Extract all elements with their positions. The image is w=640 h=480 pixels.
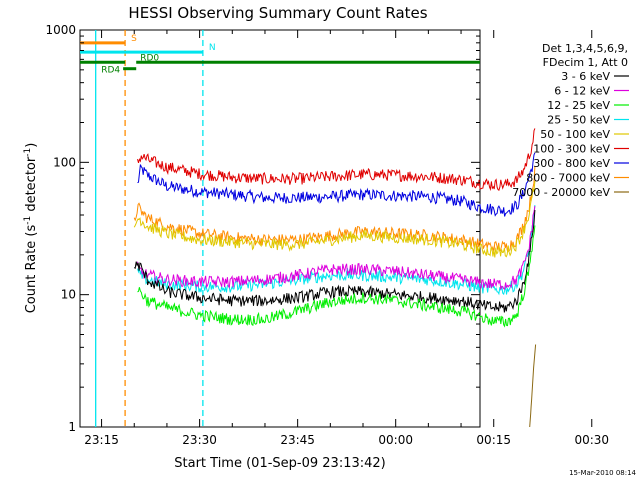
legend-label-6-12-kev: 6 - 12 keV	[554, 85, 610, 98]
y-axis-label-mid: detector	[24, 156, 39, 216]
y-axis-label: Count Rate (s-1 detector-1)	[23, 143, 39, 314]
status-label-rd0: RD0	[140, 53, 159, 63]
x-tick-label: 00:30	[574, 433, 609, 447]
plot-area: S N RD0 RD4	[79, 29, 537, 428]
y-tick-label: 10	[61, 288, 76, 302]
plot-frame	[79, 29, 481, 428]
status-label-n: N	[209, 43, 216, 53]
status-bars: S N RD0 RD4	[80, 34, 480, 76]
x-tick-label: 23:30	[182, 433, 217, 447]
legend-label-300-800-kev: 300 - 800 keV	[533, 157, 610, 170]
legend-label-800-7000-kev: 800 - 7000 keV	[526, 172, 610, 185]
series-7000-20000-kev	[529, 344, 537, 428]
series-6-12-kev	[137, 206, 536, 290]
footer-timestamp: 15-Mar-2010 08:14	[569, 469, 636, 477]
x-tick-label: 00:00	[378, 433, 413, 447]
x-tick-label: 23:45	[280, 433, 315, 447]
legend-label-25-50-kev: 25 - 50 keV	[547, 114, 610, 127]
legend-header-line-1: Det 1,3,4,5,6,9,	[542, 42, 628, 55]
x-axis-label: Start Time (01-Sep-09 23:13:42)	[174, 456, 385, 471]
y-axis: 1 10 100 1000	[45, 23, 480, 434]
y-tick-label: 100	[53, 155, 76, 169]
y-axis-label-end: )	[24, 143, 39, 148]
y-tick-label: 1000	[45, 23, 76, 37]
y-axis-label-sup2: -1	[23, 148, 33, 157]
x-tick-label: 23:15	[84, 433, 119, 447]
legend-label-100-300-kev: 100 - 300 keV	[533, 143, 610, 156]
x-tick-label: 00:15	[476, 433, 511, 447]
series-50-100-kev	[133, 180, 536, 258]
y-tick-label: 1	[68, 420, 76, 434]
chart-title: HESSI Observing Summary Count Rates	[128, 4, 427, 22]
legend-header-line-2: FDecim 1, Att 0	[543, 56, 628, 69]
legend-label-50-100-kev: 50 - 100 keV	[540, 128, 610, 141]
y-axis-label-sup1: -1	[23, 216, 33, 225]
status-label-rd4: RD4	[101, 66, 120, 76]
series-100-300-kev	[137, 128, 536, 192]
legend-label-3-6-kev: 3 - 6 keV	[561, 70, 610, 83]
legend: Det 1,3,4,5,6,9, FDecim 1, Att 0 3 - 6 k…	[512, 42, 629, 199]
series-layer	[133, 128, 537, 428]
series-12-25-kev	[137, 225, 536, 328]
y-axis-label-main: Count Rate (s	[24, 225, 39, 314]
vertical-markers	[95, 30, 204, 427]
legend-label-12-25-kev: 12 - 25 keV	[547, 99, 610, 112]
series-300-800-kev	[137, 152, 536, 217]
series-3-6-kev	[133, 209, 536, 313]
series-800-7000-kev	[133, 166, 536, 253]
legend-label-7000-20000-kev: 7000 - 20000 keV	[512, 186, 610, 199]
status-label-s: S	[131, 34, 137, 44]
